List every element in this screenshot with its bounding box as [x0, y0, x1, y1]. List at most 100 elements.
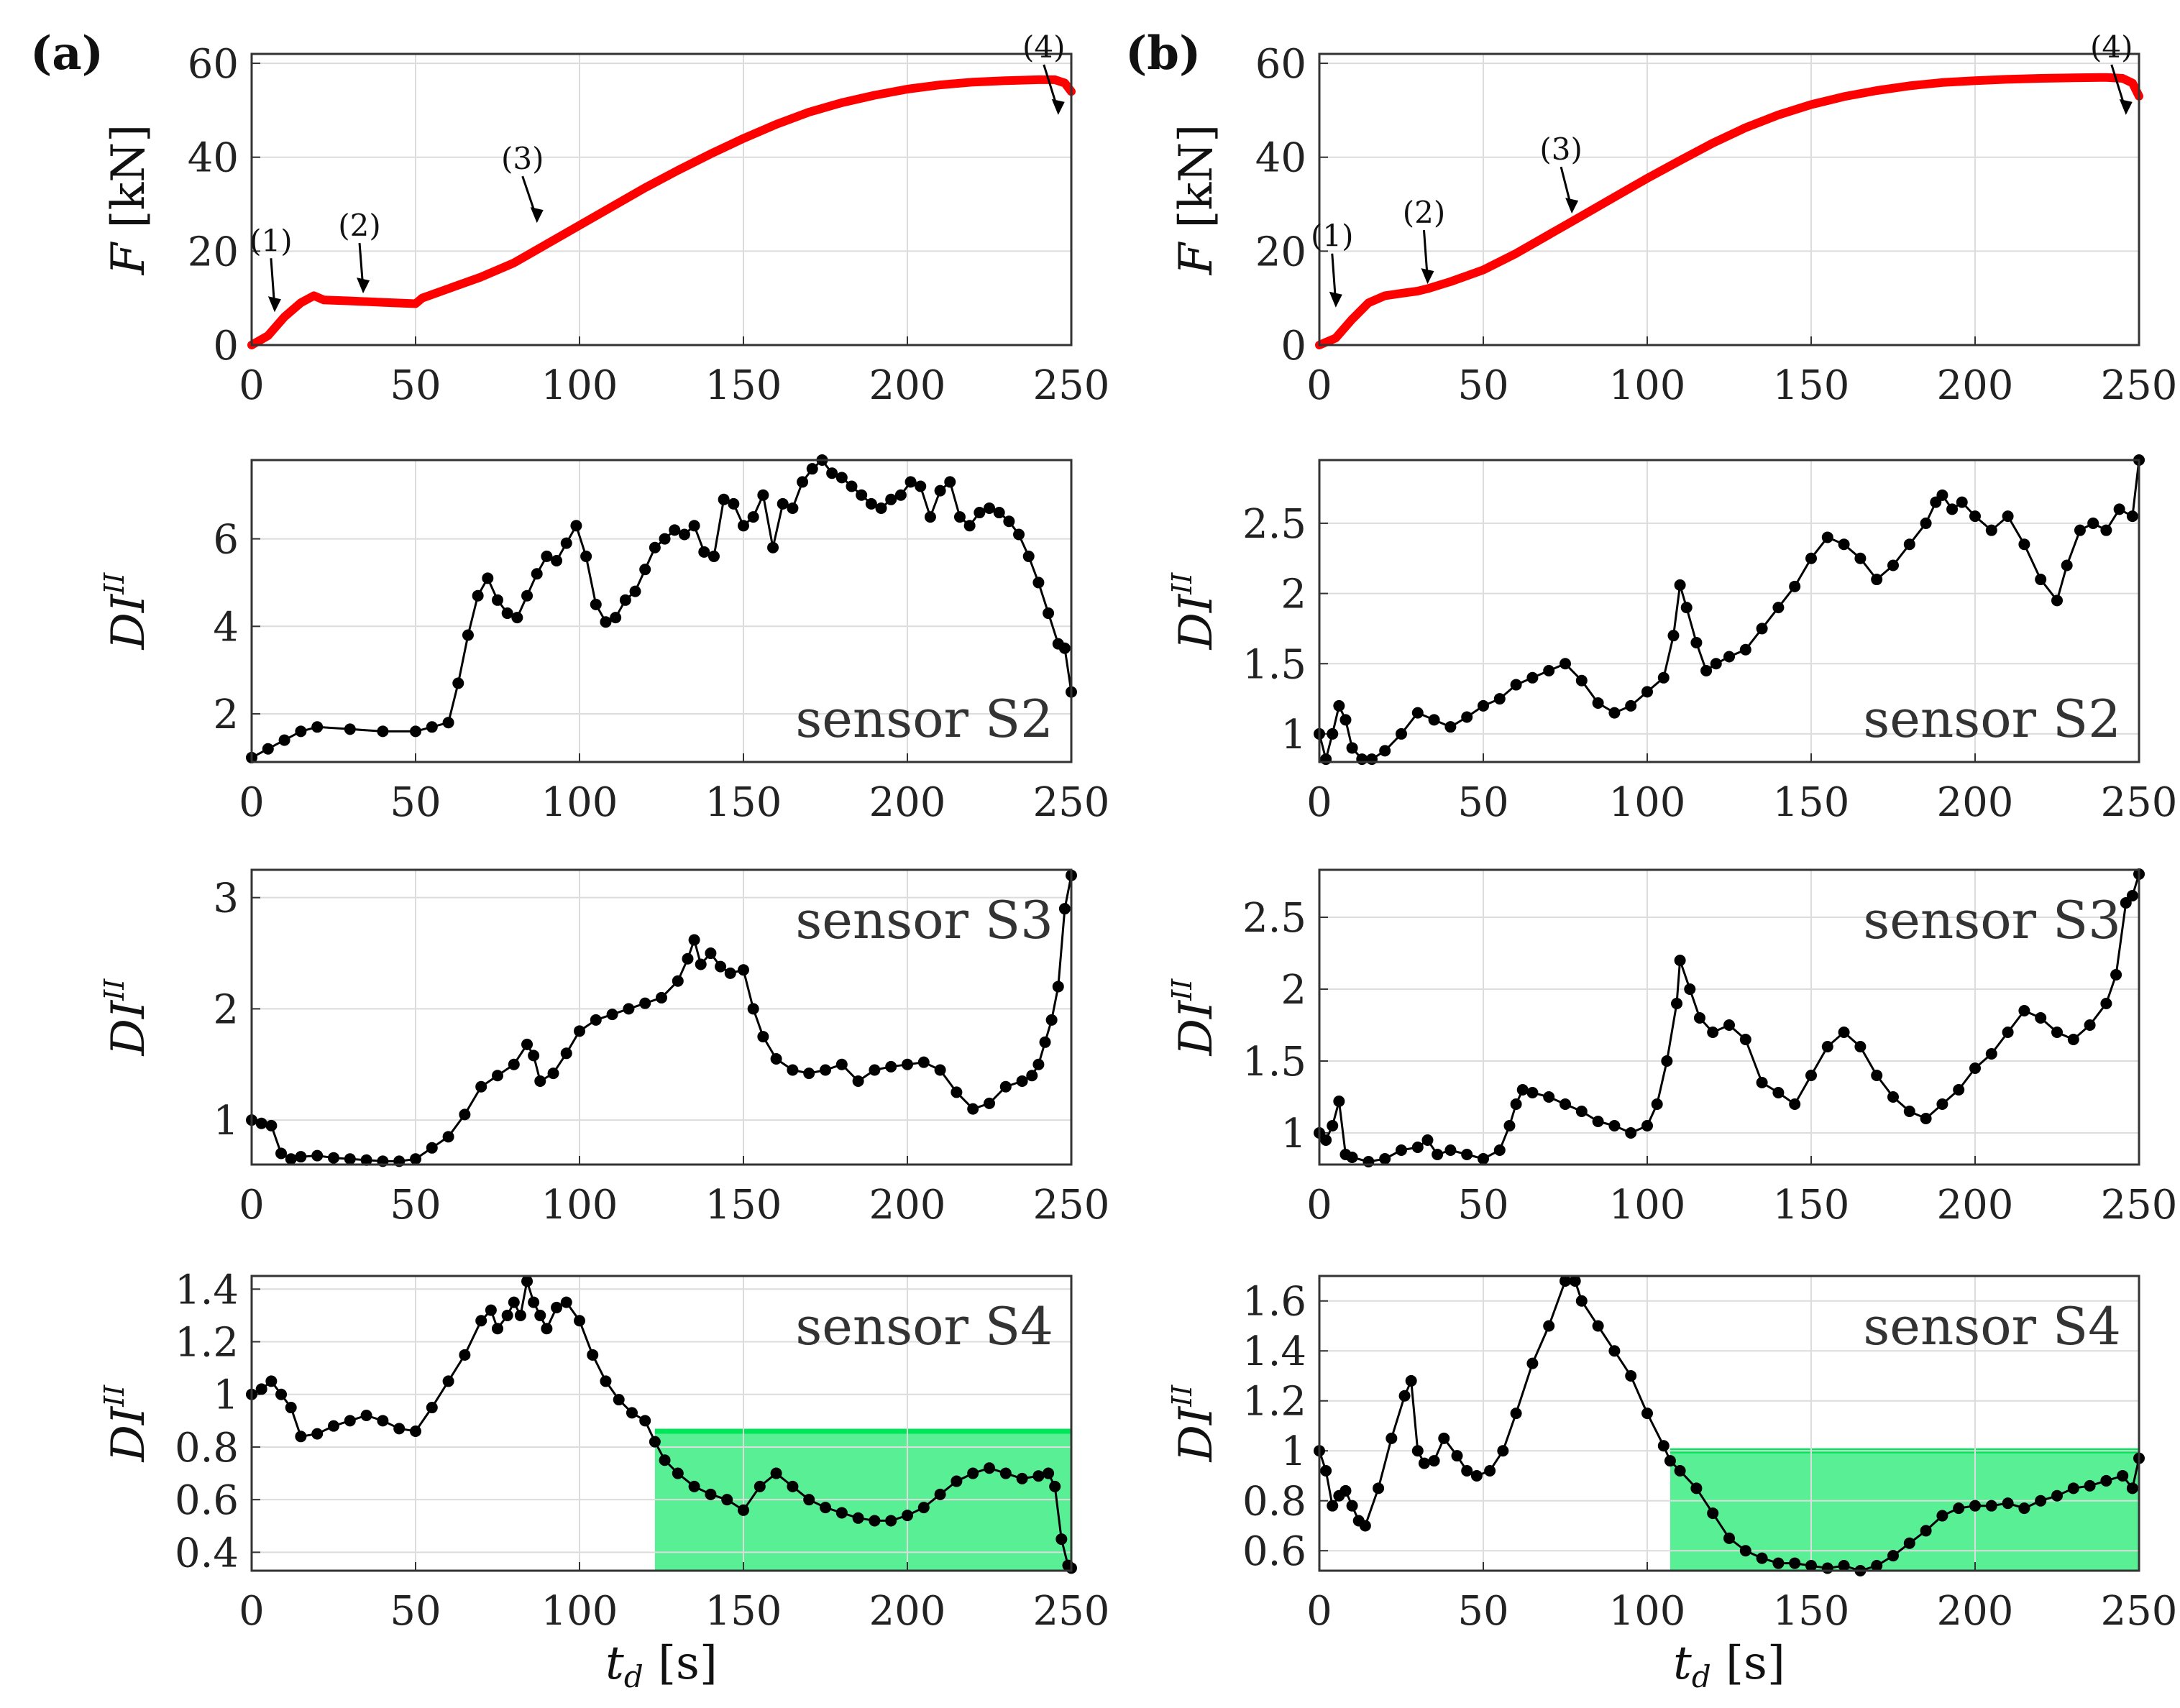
data-point [1664, 1455, 1676, 1467]
data-point [885, 493, 897, 505]
data-point [1013, 528, 1025, 541]
data-point [902, 1510, 913, 1522]
x-tick-label: 100 [1609, 1588, 1686, 1635]
data-point [255, 1117, 267, 1129]
data-point [1608, 1120, 1621, 1131]
y-tick-label: 1.4 [175, 1267, 239, 1313]
y-tick-label: 3 [213, 876, 239, 922]
data-point [1871, 574, 1883, 586]
data-point [1043, 1467, 1055, 1479]
data-point [255, 1383, 267, 1395]
data-point [1560, 658, 1571, 670]
data-point [721, 1494, 733, 1506]
y-tick-label: 1.5 [1242, 641, 1306, 688]
data-point [917, 1056, 930, 1068]
x-tick-label: 200 [1937, 1182, 2014, 1229]
data-point [485, 1304, 497, 1316]
annotation-arrowhead [1051, 98, 1065, 115]
sensor-label: sensor S4 [795, 1296, 1053, 1356]
data-point [1789, 580, 1801, 592]
data-point [738, 1504, 749, 1516]
data-point [426, 1142, 438, 1154]
data-point [265, 1375, 278, 1387]
data-point [275, 1147, 288, 1160]
data-point [1674, 1465, 1686, 1477]
x-tick-label: 200 [869, 1182, 946, 1229]
data-point [1049, 1480, 1061, 1492]
y-axis-label: DIII [1166, 1385, 1223, 1463]
sensor-label: sensor S3 [795, 890, 1053, 950]
data-point [2002, 510, 2014, 523]
data-point [1903, 1537, 1915, 1549]
y-tick-label: 0.6 [175, 1477, 239, 1524]
data-point [475, 1080, 487, 1093]
data-point [1045, 1014, 1058, 1026]
data-point [1398, 1390, 1411, 1402]
x-tick-label: 100 [541, 362, 618, 409]
data-point [1438, 1432, 1450, 1444]
data-point [2018, 1502, 2030, 1515]
data-point [311, 1428, 324, 1440]
x-tick-label: 250 [1033, 1588, 1110, 1635]
x-tick-label: 0 [1306, 1588, 1332, 1635]
data-point [1526, 1357, 1539, 1369]
data-point [885, 1515, 897, 1527]
data-point [1920, 1525, 1932, 1537]
data-point [835, 1507, 848, 1519]
data-point [1821, 1562, 1833, 1574]
data-point [754, 1480, 766, 1492]
data-point [915, 480, 927, 492]
data-point [1043, 607, 1055, 620]
data-point [1333, 1096, 1345, 1107]
data-point [295, 1431, 307, 1443]
data-point [1625, 699, 1637, 712]
data-point [820, 1502, 831, 1514]
data-point [459, 1349, 471, 1361]
data-point [508, 1058, 520, 1070]
x-tick-label: 0 [1306, 779, 1332, 826]
data-point [1903, 538, 1915, 551]
data-point [1969, 1500, 1981, 1512]
data-point [1985, 1500, 1997, 1512]
data-point [1657, 1440, 1670, 1452]
data-point [659, 533, 671, 545]
data-point [1526, 671, 1539, 684]
data-point [1920, 517, 1932, 529]
y-axis-label: DIII [99, 978, 155, 1057]
data-point [613, 1394, 625, 1406]
data-point [600, 1375, 612, 1387]
annotation-label: (4) [2090, 29, 2133, 65]
plot-frame [250, 868, 1073, 1166]
data-point [1661, 1055, 1673, 1067]
y-tick-label: 0.8 [1242, 1479, 1306, 1525]
data-point [2113, 503, 2125, 515]
data-point [656, 991, 667, 1004]
data-point [856, 489, 868, 501]
data-point [629, 585, 641, 597]
sensor-label: sensor S2 [795, 689, 1053, 749]
x-tick-label: 50 [1457, 1182, 1508, 1229]
y-tick-label: 2 [213, 986, 239, 1033]
data-point [1016, 1075, 1028, 1087]
data-point [1428, 1455, 1440, 1467]
data-point [1723, 1532, 1735, 1544]
data-point [803, 1494, 815, 1506]
data-point [1723, 651, 1735, 663]
highlight-region [654, 1431, 1071, 1571]
data-point [1805, 1070, 1817, 1081]
data-point [1854, 552, 1867, 564]
data-point [974, 507, 986, 519]
data-point [2002, 1027, 2014, 1038]
data-point [560, 1296, 572, 1308]
data-point [1359, 1520, 1371, 1532]
x-tick-label: 200 [869, 779, 946, 826]
x-tick-label: 50 [390, 779, 441, 826]
data-point [574, 1315, 585, 1327]
plot-area [252, 870, 1071, 1165]
data-point [649, 541, 661, 554]
data-point [1700, 665, 1713, 677]
data-point [738, 964, 749, 976]
data-point [475, 1315, 487, 1327]
data-point [590, 598, 602, 610]
